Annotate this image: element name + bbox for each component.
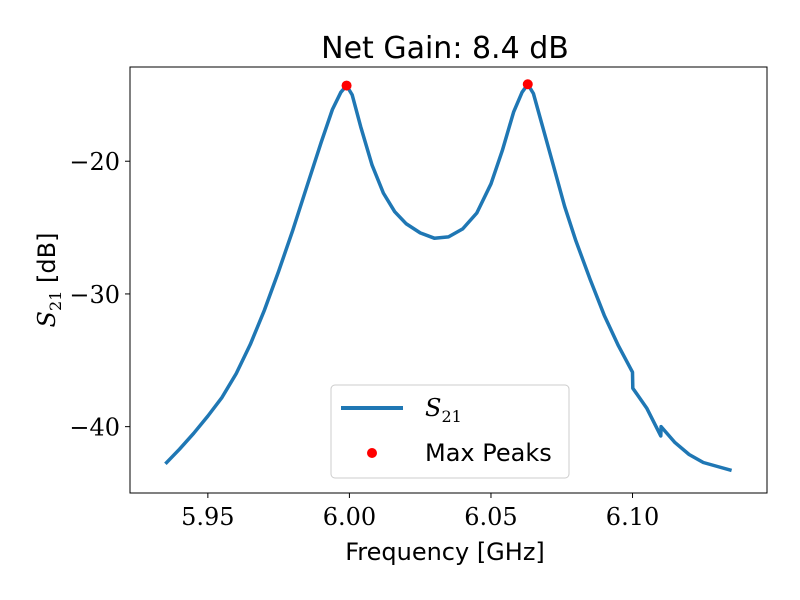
series-layer xyxy=(164,79,733,473)
series-line-s21 xyxy=(164,82,733,473)
max-peak-point xyxy=(522,79,533,90)
x-tick-label: 6.05 xyxy=(464,503,517,531)
legend: S21 Max Peaks xyxy=(330,384,570,479)
chart-title: Net Gain: 8.4 dB xyxy=(321,31,569,66)
y-tick-label: −20 xyxy=(69,148,120,176)
legend-marker-swatch xyxy=(367,448,377,458)
x-tick-label: 6.00 xyxy=(323,503,376,531)
y-tick-label: −40 xyxy=(69,414,120,442)
legend-entry-s21: S21 xyxy=(425,394,462,426)
x-tick-label: 5.95 xyxy=(181,503,234,531)
max-peak-point xyxy=(341,80,352,91)
legend-entry-s21-symbol: S xyxy=(425,394,441,422)
tick-layer: 5.95 6.00 6.05 6.10 −20 −30 −40 xyxy=(69,148,659,531)
y-tick-label: −30 xyxy=(69,281,120,309)
x-axis-label: Frequency [GHz] xyxy=(345,538,545,566)
legend-entry-s21-subscript: 21 xyxy=(441,407,461,426)
x-tick-label: 6.10 xyxy=(606,503,659,531)
y-axis-label: S21 [dB] xyxy=(33,233,65,328)
y-axis-label-unit: [dB] xyxy=(33,233,61,291)
y-axis-label-subscript: 21 xyxy=(46,291,65,311)
legend-entry-max-peaks: Max Peaks xyxy=(425,439,552,467)
y-axis-label-symbol: S xyxy=(33,311,61,327)
